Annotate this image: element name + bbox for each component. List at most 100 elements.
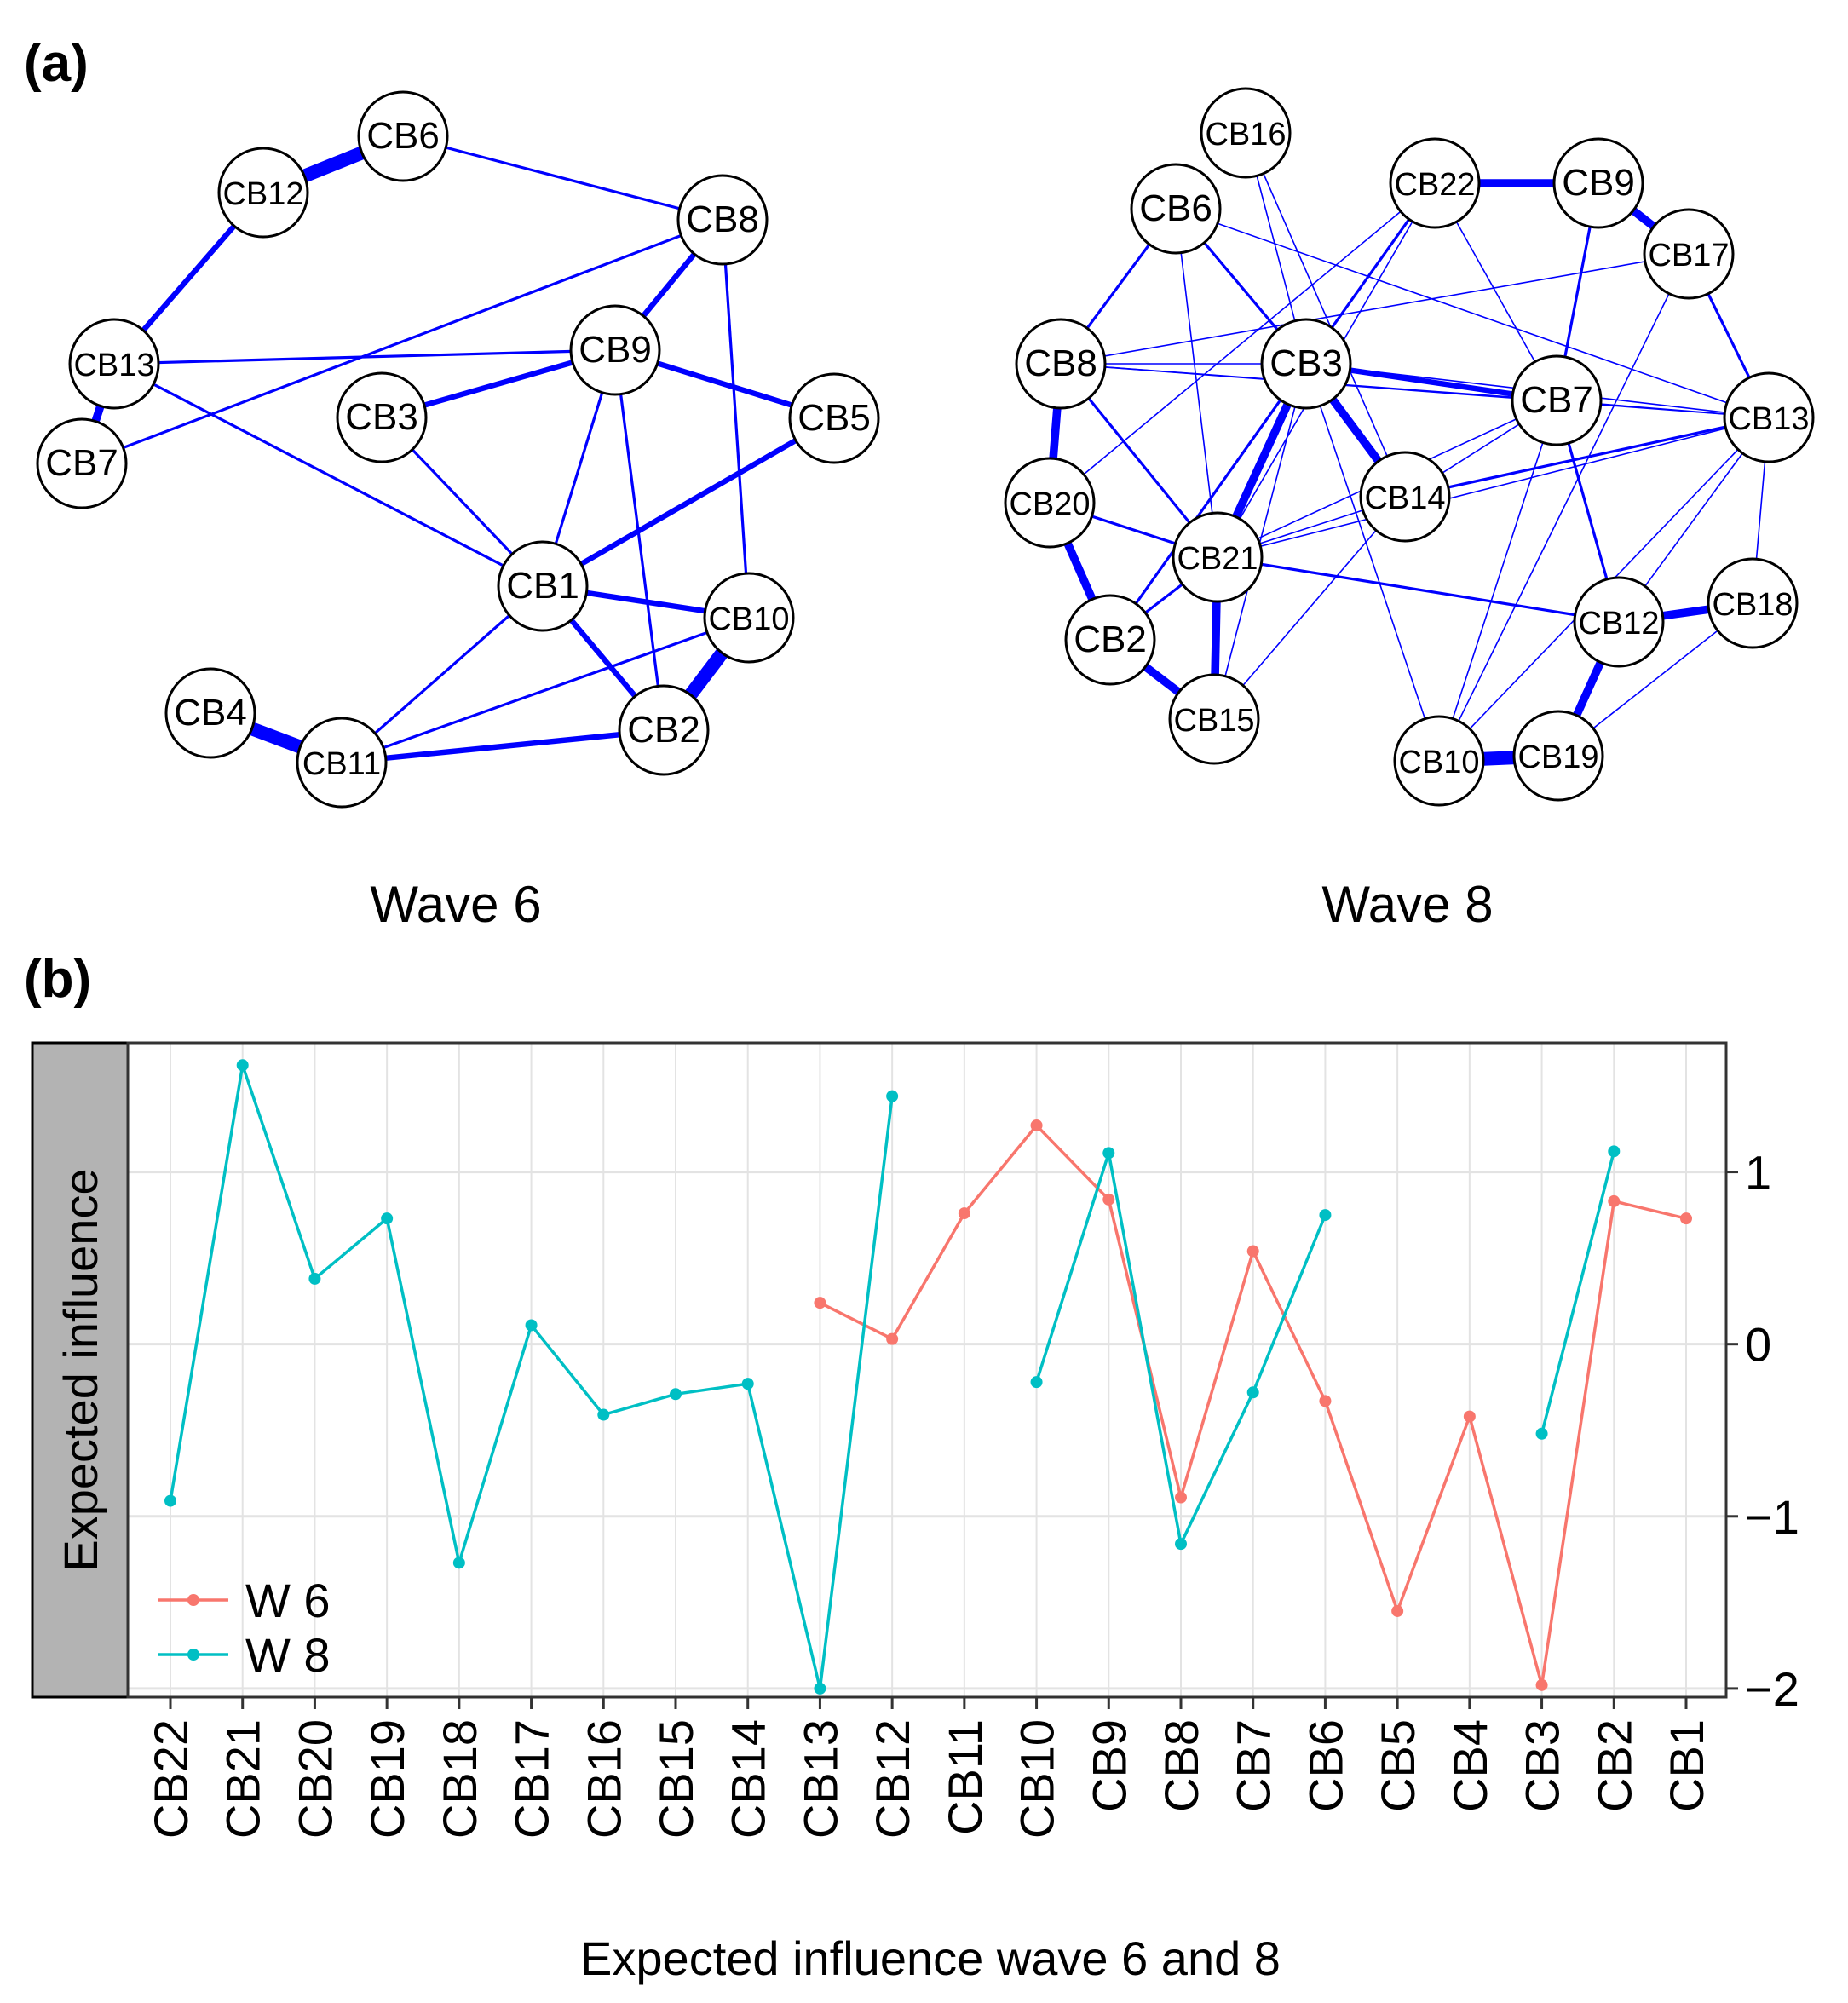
- network-wave-8: CB2 CB3 CB6 CB7 CB8 CB9 CB10 CB12 CB13 CB14 CB15 CB…: [1004, 87, 1815, 807]
- node-circle: [618, 684, 710, 776]
- edge-cb22-cb20: [1049, 182, 1436, 504]
- data-point-cb6: [1319, 1209, 1332, 1222]
- data-point-cb1: [1680, 1212, 1692, 1225]
- node-cb2: CB2: [618, 684, 710, 776]
- node-label: CB8: [1024, 342, 1097, 384]
- node-label: CB19: [1517, 740, 1598, 775]
- node-cb19: CB19: [1512, 710, 1604, 802]
- edge-cb5-cb1: [541, 416, 836, 589]
- node-cb3: CB3: [1260, 318, 1352, 410]
- data-point-cb6: [1319, 1395, 1332, 1407]
- node-cb7: CB7: [36, 417, 128, 509]
- node-circle: [217, 147, 309, 239]
- data-point-cb10: [1030, 1376, 1043, 1389]
- node-cb6: CB6: [357, 90, 449, 182]
- node-circle: [1064, 594, 1156, 686]
- node-label: CB9: [1562, 162, 1635, 204]
- edge-cb9-cb2: [613, 349, 665, 731]
- node-label: CB5: [797, 397, 871, 439]
- node-circle: [569, 304, 661, 396]
- series-line: [1540, 1150, 1615, 1435]
- y-axis: −2 −1 0 1: [1726, 1146, 1799, 1716]
- node-label: CB6: [366, 115, 440, 157]
- x-tick-label: CB4: [1443, 1719, 1497, 1812]
- series-lines: [164, 1059, 1692, 1695]
- data-point-cb3: [1535, 1427, 1548, 1440]
- legend-item-w-8: W 8: [158, 1628, 331, 1682]
- grid: [128, 1043, 1726, 1697]
- data-point-cb10: [1030, 1119, 1043, 1132]
- plot-frame: [126, 1041, 1728, 1699]
- data-point-cb17: [525, 1319, 538, 1332]
- node-circle: [703, 572, 795, 664]
- node-circle: [788, 372, 880, 464]
- y-tick-label: 0: [1745, 1318, 1771, 1372]
- data-point-cb13: [814, 1297, 826, 1309]
- node-cb18: CB18: [1707, 557, 1799, 649]
- data-point-cb20: [308, 1272, 321, 1285]
- data-point-cb13: [814, 1682, 826, 1695]
- node-circle: [1707, 557, 1799, 649]
- edge-cb8-cb10: [721, 219, 751, 619]
- panel-a-label: (a): [24, 34, 89, 93]
- node-cb8: CB8: [676, 174, 769, 266]
- data-point-cb12: [886, 1090, 899, 1102]
- data-point-cb7: [1246, 1386, 1259, 1399]
- node-label: CB3: [345, 396, 418, 438]
- network-wave-6: CB1 CB2 CB3 CB4 CB5 CB6 CB7 CB8 CB9 CB10 CB11 CB12 C…: [36, 90, 880, 809]
- node-circle: [1512, 710, 1604, 802]
- y-tick-label: 1: [1745, 1146, 1771, 1200]
- data-point-cb22: [164, 1494, 176, 1507]
- x-tick-label: CB16: [577, 1719, 630, 1839]
- node-cb5: CB5: [788, 372, 880, 464]
- node-label: CB11: [302, 746, 381, 782]
- plot-area: [128, 1043, 1726, 1697]
- node-label: CB22: [1394, 167, 1475, 203]
- y-tick-label: −1: [1745, 1490, 1799, 1544]
- x-tick-label: CB18: [433, 1719, 486, 1839]
- series-w-6: [814, 1119, 1692, 1691]
- node-cb9: CB9: [1552, 137, 1644, 229]
- edge-cb10-cb11: [341, 616, 750, 764]
- x-tick-label: CB11: [938, 1719, 992, 1835]
- data-point-cb21: [236, 1059, 249, 1072]
- node-cb12: CB12: [1573, 576, 1665, 668]
- data-point-cb15: [670, 1388, 682, 1401]
- data-point-cb5: [1391, 1604, 1404, 1617]
- node-cb6: CB6: [1130, 163, 1222, 255]
- x-tick-label: CB7: [1227, 1719, 1281, 1812]
- x-tick-label: CB2: [1587, 1719, 1641, 1812]
- data-point-cb4: [1463, 1410, 1476, 1423]
- data-point-cb8: [1175, 1491, 1187, 1504]
- legend-label: W 8: [245, 1628, 331, 1682]
- data-point-cb7: [1246, 1245, 1259, 1258]
- data-point-cb9: [1102, 1147, 1115, 1160]
- node-circle: [1573, 576, 1665, 668]
- edge-cb14-cb13: [1404, 416, 1770, 498]
- node-label: CB17: [1648, 238, 1729, 273]
- x-tick-label: CB12: [866, 1719, 919, 1839]
- node-circle: [1130, 163, 1222, 255]
- node-label: CB7: [1520, 379, 1593, 421]
- node-label: CB15: [1173, 703, 1254, 739]
- node-circle: [1552, 137, 1644, 229]
- node-label: CB10: [1398, 745, 1479, 780]
- x-tick-label: CB9: [1082, 1719, 1136, 1812]
- node-circle: [336, 371, 428, 463]
- edge-cb21-cb12: [1217, 555, 1620, 624]
- data-point-cb19: [381, 1212, 394, 1225]
- node-circle: [1723, 371, 1815, 463]
- node-label: CB6: [1139, 187, 1212, 229]
- node-label: CB9: [579, 329, 652, 371]
- node-label: CB3: [1269, 342, 1343, 384]
- data-point-cb14: [741, 1378, 754, 1390]
- node-label: CB16: [1205, 117, 1286, 153]
- edge-cb6-cb21: [1175, 208, 1218, 558]
- x-axis: CB22 CB21 CB20 CB19 CB18 CB17 CB16 CB15 CB14 CB13…: [144, 1697, 1713, 1839]
- edge-cb8-cb17: [1060, 253, 1690, 365]
- node-label: CB7: [45, 442, 118, 484]
- edge-cb10-cb17: [1438, 253, 1690, 762]
- x-tick-label: CB15: [649, 1719, 703, 1839]
- x-tick-label: CB6: [1298, 1719, 1352, 1812]
- x-tick-label: CB19: [360, 1719, 414, 1839]
